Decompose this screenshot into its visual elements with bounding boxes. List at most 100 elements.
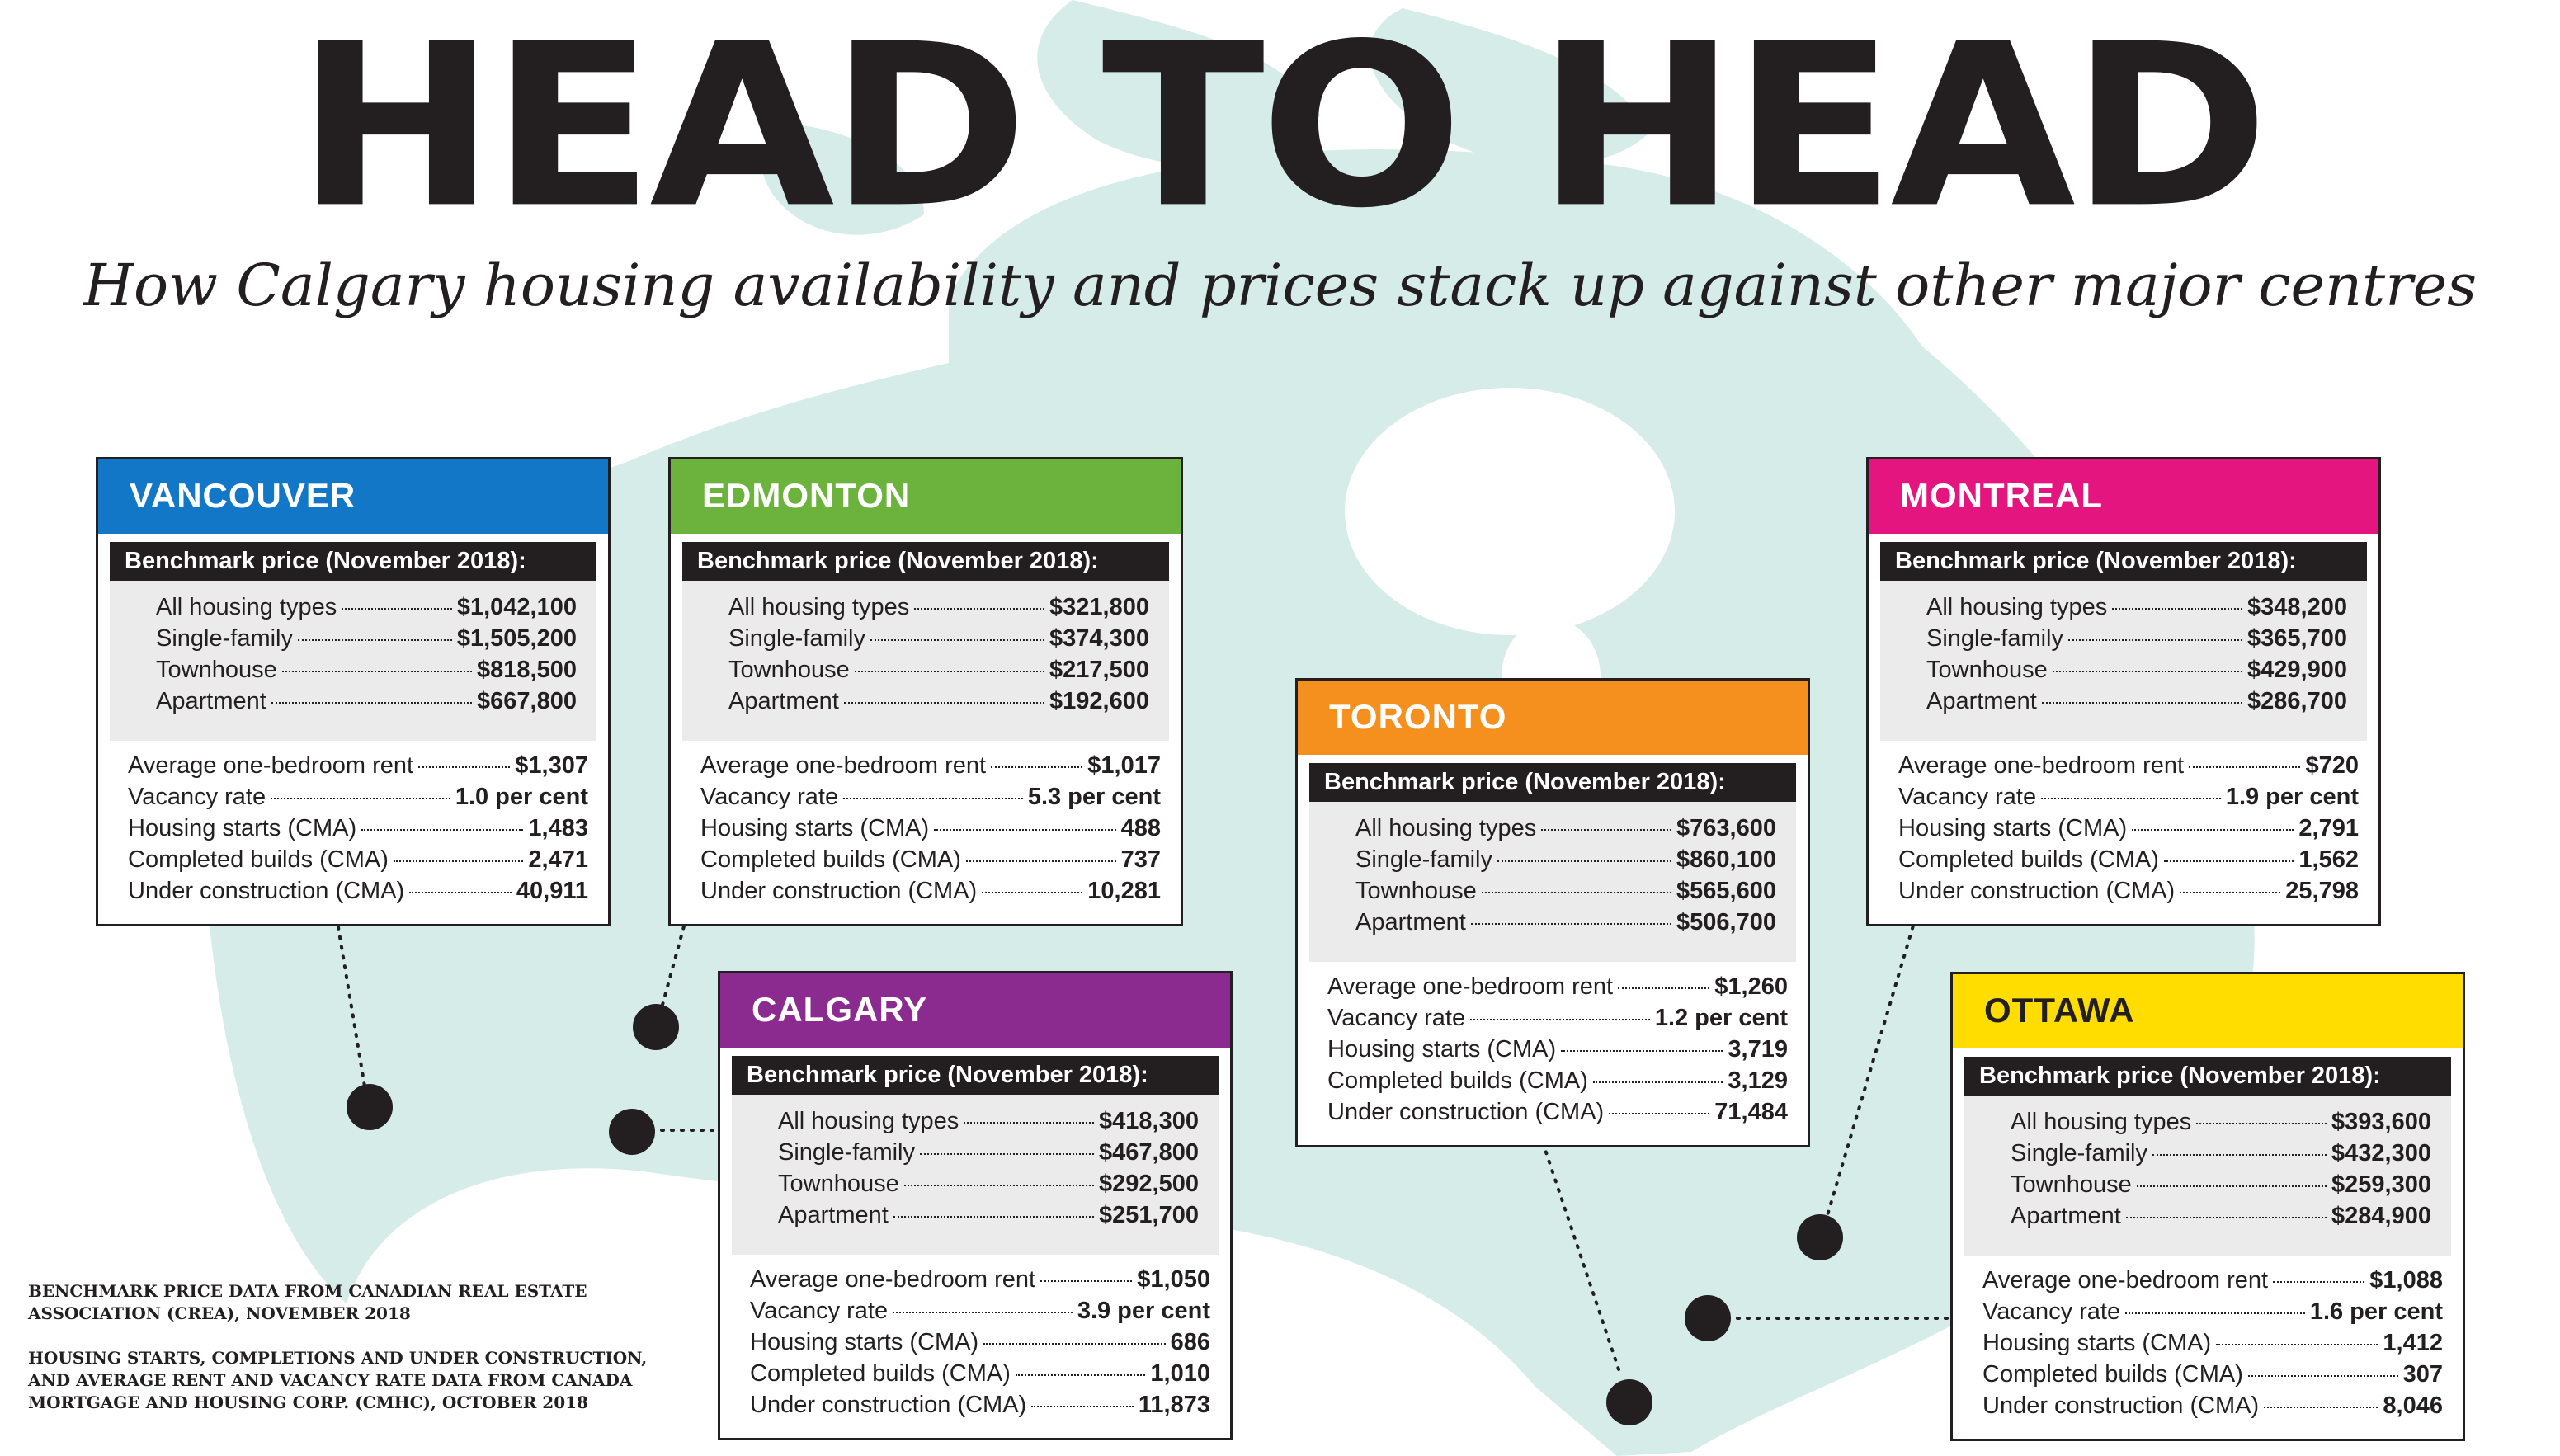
benchmark-box: Benchmark price (November 2018): All hou…	[682, 542, 1169, 741]
price-value: $286,700	[2247, 688, 2347, 714]
stat-label: Average one-bedroom rent	[750, 1266, 1036, 1293]
stat-label: Housing starts (CMA)	[1898, 815, 2128, 841]
stat-value: 3,719	[1728, 1036, 1788, 1063]
price-row: Apartment $284,900	[2011, 1203, 2431, 1234]
stat-row: Completed builds (CMA) 1,562	[1898, 846, 2359, 878]
price-row: Apartment $192,600	[728, 688, 1149, 719]
stat-row: Vacancy rate 1.2 per cent	[1327, 1005, 1788, 1036]
stats-list: Average one-bedroom rent $1,260 Vacancy r…	[1298, 962, 1808, 1145]
stat-label: Average one-bedroom rent	[1982, 1267, 2269, 1293]
price-row: All housing types $763,600	[1355, 815, 1776, 846]
benchmark-label: Benchmark price (November 2018):	[732, 1056, 1219, 1095]
stat-label: Vacancy rate	[750, 1298, 889, 1324]
benchmark-box: Benchmark price (November 2018): All hou…	[1964, 1057, 2451, 1256]
vancouver-connector	[335, 916, 369, 1103]
price-value: $251,700	[1099, 1202, 1199, 1228]
price-row: All housing types $418,300	[778, 1108, 1199, 1139]
stat-value: 488	[1120, 815, 1161, 841]
price-value: $217,500	[1049, 657, 1149, 683]
price-label: Single-family	[778, 1139, 915, 1166]
price-row: All housing types $1,042,100	[156, 594, 577, 625]
stat-label: Under construction (CMA)	[1898, 878, 2176, 904]
price-row: Single-family $365,700	[1926, 625, 2347, 657]
stat-label: Completed builds (CMA)	[1327, 1067, 1588, 1094]
benchmark-label: Benchmark price (November 2018):	[1880, 542, 2367, 581]
stat-row: Completed builds (CMA) 1,010	[750, 1360, 1210, 1392]
price-row: Townhouse $259,300	[2011, 1171, 2431, 1203]
stat-label: Housing starts (CMA)	[1982, 1330, 2212, 1356]
stat-row: Average one-bedroom rent $1,088	[1982, 1267, 2443, 1298]
stat-label: Under construction (CMA)	[1982, 1392, 2260, 1419]
benchmark-box: Benchmark price (November 2018): All hou…	[1309, 763, 1796, 962]
benchmark-label: Benchmark price (November 2018):	[110, 542, 596, 581]
stat-label: Housing starts (CMA)	[128, 815, 357, 841]
stat-label: Average one-bedroom rent	[700, 752, 987, 779]
stats-list: Average one-bedroom rent $1,307 Vacancy r…	[98, 741, 608, 924]
price-row: Apartment $506,700	[1355, 909, 1776, 940]
price-value: $860,100	[1676, 846, 1776, 873]
price-value: $192,600	[1049, 688, 1149, 714]
benchmark-box: Benchmark price (November 2018): All hou…	[732, 1056, 1219, 1255]
stat-row: Vacancy rate 1.6 per cent	[1982, 1298, 2443, 1330]
stat-row: Housing starts (CMA) 1,412	[1982, 1330, 2443, 1361]
calgary-dot	[609, 1109, 655, 1155]
stat-row: Under construction (CMA) 71,484	[1327, 1099, 1788, 1130]
price-row: Single-family $860,100	[1355, 846, 1776, 878]
price-list: All housing types $418,300 Single-family $…	[732, 1095, 1219, 1255]
stats-list: Average one-bedroom rent $1,017 Vacancy r…	[671, 741, 1181, 924]
price-label: All housing types	[778, 1108, 959, 1134]
stat-row: Vacancy rate 3.9 per cent	[750, 1298, 1210, 1329]
stat-value: 8,046	[2383, 1392, 2443, 1419]
city-name: CALGARY	[720, 973, 1230, 1048]
price-row: All housing types $393,600	[2011, 1109, 2431, 1140]
price-value: $506,700	[1676, 909, 1776, 935]
stat-value: 1.2 per cent	[1654, 1005, 1788, 1031]
price-list: All housing types $348,200 Single-family $…	[1880, 581, 2367, 741]
stat-row: Housing starts (CMA) 3,719	[1327, 1036, 1788, 1067]
montreal-dot	[1797, 1214, 1843, 1260]
stat-value: 3.9 per cent	[1077, 1298, 1210, 1324]
price-value: $374,300	[1049, 625, 1149, 652]
benchmark-label: Benchmark price (November 2018):	[1964, 1057, 2451, 1096]
stat-value: 1.9 per cent	[2225, 784, 2359, 810]
stat-label: Housing starts (CMA)	[1327, 1036, 1557, 1063]
source-note-crea: Benchmark price data from Canadian Real …	[28, 1281, 587, 1323]
stat-label: Vacancy rate	[128, 784, 266, 810]
stat-row: Completed builds (CMA) 3,129	[1327, 1067, 1788, 1099]
city-name: EDMONTON	[671, 459, 1181, 534]
stat-value: 25,798	[2285, 878, 2359, 904]
city-name: TORONTO	[1298, 681, 1808, 755]
city-name: MONTREAL	[1869, 459, 2378, 534]
stat-label: Completed builds (CMA)	[700, 846, 961, 873]
price-value: $432,300	[2331, 1140, 2431, 1166]
price-label: Single-family	[728, 625, 865, 652]
price-label: Single-family	[1926, 625, 2063, 652]
stat-value: 5.3 per cent	[1027, 784, 1161, 810]
stat-value: $1,050	[1137, 1266, 1210, 1293]
stat-row: Housing starts (CMA) 686	[750, 1329, 1210, 1360]
price-value: $818,500	[477, 657, 577, 683]
stat-value: 1,412	[2383, 1330, 2443, 1356]
stat-value: 40,911	[516, 878, 588, 904]
stat-value: $720	[2305, 752, 2359, 779]
price-label: Townhouse	[1926, 657, 2048, 683]
price-value: $763,600	[1676, 815, 1776, 841]
stat-value: 71,484	[1714, 1099, 1788, 1125]
stat-label: Completed builds (CMA)	[1982, 1361, 2243, 1388]
price-row: Apartment $286,700	[1926, 688, 2347, 719]
price-value: $321,800	[1049, 594, 1149, 620]
stat-row: Housing starts (CMA) 1,483	[128, 815, 588, 846]
stat-row: Completed builds (CMA) 307	[1982, 1361, 2443, 1392]
stats-list: Average one-bedroom rent $1,088 Vacancy r…	[1953, 1256, 2463, 1439]
city-name: OTTAWA	[1953, 974, 2463, 1048]
price-label: All housing types	[1355, 815, 1537, 841]
stat-row: Completed builds (CMA) 737	[700, 846, 1161, 878]
price-label: Townhouse	[728, 657, 850, 683]
montreal-connector	[1822, 916, 1917, 1231]
price-value: $418,300	[1099, 1108, 1199, 1134]
price-list: All housing types $1,042,100 Single-famil…	[110, 581, 596, 741]
stat-value: 10,281	[1087, 878, 1161, 904]
city-card-ottawa: OTTAWA Benchmark price (November 2018): …	[1950, 972, 2465, 1441]
city-card-toronto: TORONTO Benchmark price (November 2018):…	[1295, 678, 1810, 1147]
